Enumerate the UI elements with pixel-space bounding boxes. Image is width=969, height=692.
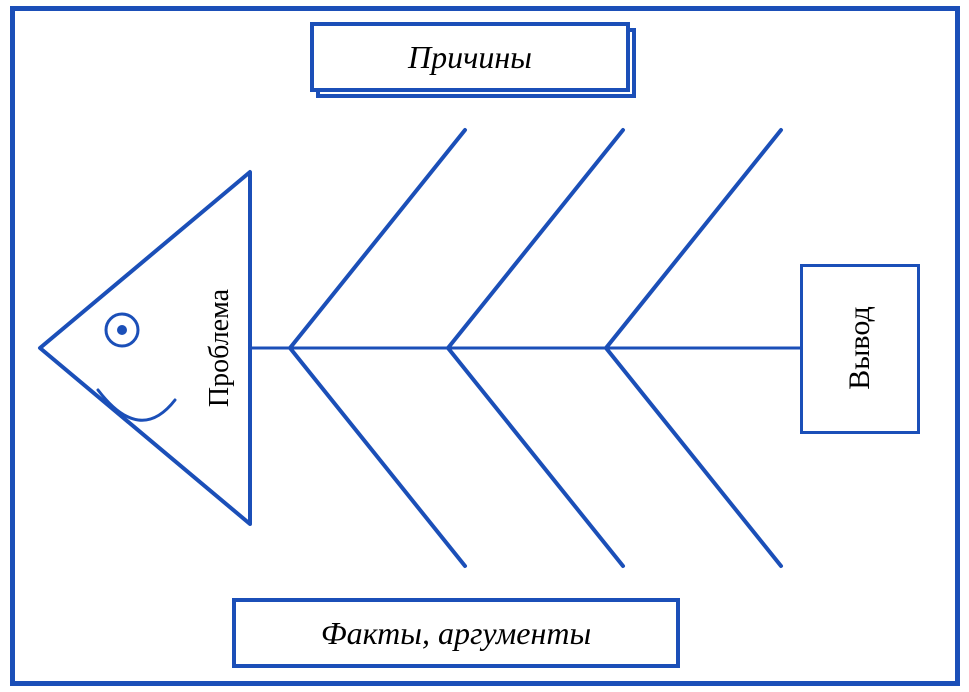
fishbone-svg: [0, 0, 969, 692]
